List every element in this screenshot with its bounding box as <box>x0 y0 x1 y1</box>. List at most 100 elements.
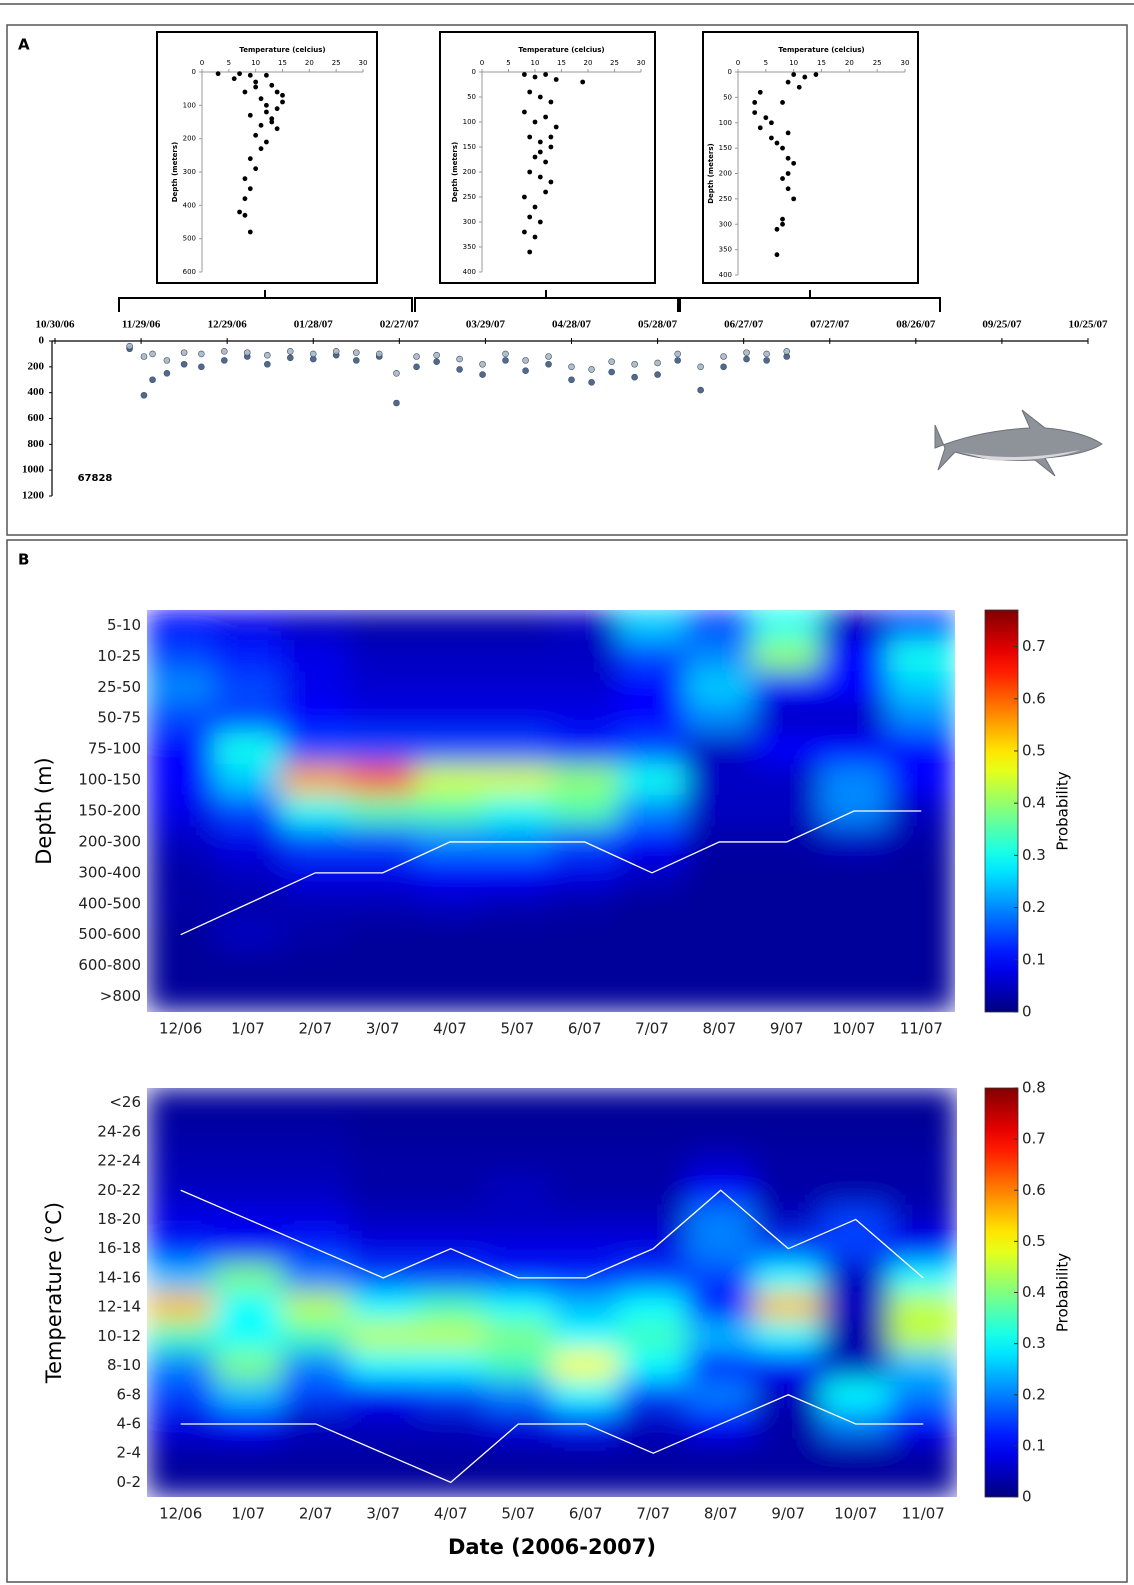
heat-cell <box>281 918 350 951</box>
y-tick-label: 600-800 <box>78 956 141 974</box>
heat-cell <box>550 764 619 797</box>
heat-cell <box>349 1116 418 1147</box>
heat-cell <box>551 1088 620 1118</box>
bracket <box>679 290 941 312</box>
heat-cell <box>550 795 619 827</box>
y-tick-label: 0 <box>39 335 45 347</box>
x-tick-label: 10 <box>251 59 260 67</box>
data-point <box>654 359 661 367</box>
heat-cell <box>819 980 889 1012</box>
heat-cell <box>281 1379 350 1410</box>
heat-cell <box>887 764 955 797</box>
data-point <box>527 249 533 255</box>
heat-cell <box>281 1088 350 1118</box>
data-point <box>180 360 188 368</box>
y-axis-title: Depth (meters) <box>451 142 459 203</box>
heat-cell <box>147 1233 215 1264</box>
data-point <box>163 369 171 377</box>
heat-cell <box>819 825 889 858</box>
heat-cell <box>551 1292 620 1323</box>
heat-cell <box>415 949 485 982</box>
heat-cell <box>617 702 687 735</box>
y-tick-label: 20-22 <box>97 1181 141 1199</box>
heat-cell <box>754 1350 823 1381</box>
heat-cell <box>819 887 889 920</box>
y-tick-label: 1200 <box>22 490 45 502</box>
heat-cell <box>147 887 215 920</box>
data-point <box>309 350 317 358</box>
data-point <box>752 110 758 115</box>
heat-cell <box>887 949 955 982</box>
heat-cell <box>619 1145 688 1177</box>
heat-cell <box>887 918 955 951</box>
heat-cell <box>147 610 215 642</box>
range-line <box>180 810 922 936</box>
heat-cell <box>686 1321 755 1352</box>
heat-cell <box>889 1350 957 1381</box>
heat-cell <box>550 949 619 982</box>
data-point <box>243 349 251 356</box>
data-point <box>537 139 543 145</box>
heat-cell <box>483 795 552 827</box>
heat-cell <box>416 1350 485 1381</box>
x-tick-label: 20 <box>305 59 314 67</box>
heat-cell <box>214 1262 283 1293</box>
data-point <box>763 115 769 121</box>
data-point <box>149 376 156 384</box>
heat-cell <box>617 671 687 704</box>
heat-cell <box>483 671 552 704</box>
heat-cell <box>416 1321 485 1352</box>
data-point <box>802 74 808 80</box>
heat-cell <box>484 1175 553 1206</box>
colorbar-tick-label: 0.3 <box>1022 846 1046 864</box>
y-tick-label: <26 <box>109 1093 141 1111</box>
heat-cell <box>821 1088 890 1118</box>
heat-cell <box>754 1467 823 1497</box>
heat-cell <box>819 949 889 982</box>
data-point <box>553 124 559 130</box>
y-tick-label: 500-600 <box>78 925 141 943</box>
heat-cell <box>889 1438 957 1469</box>
data-point <box>631 360 638 368</box>
heat-cell <box>685 856 754 889</box>
heat-cell <box>617 825 687 858</box>
heat-cell <box>819 671 889 704</box>
x-tick-label: 6/07 <box>568 1020 602 1038</box>
heat-cell <box>821 1262 890 1293</box>
data-point <box>522 109 527 115</box>
heat-cell <box>821 1292 890 1323</box>
heat-cell <box>213 795 283 827</box>
data-point <box>532 74 538 80</box>
data-point <box>413 363 420 371</box>
data-point <box>253 84 259 90</box>
data-point <box>743 349 750 356</box>
heat-cell <box>685 733 754 766</box>
heat-cell <box>147 1116 215 1147</box>
heat-cell <box>819 856 889 889</box>
heat-cell <box>889 1204 957 1235</box>
x-tick-label: 1/07 <box>231 1505 265 1523</box>
heat-cell <box>484 1321 553 1352</box>
data-point <box>242 176 248 182</box>
x-tick-label: 11/07 <box>900 1020 943 1038</box>
heat-cell <box>686 1145 755 1177</box>
data-point <box>433 358 440 365</box>
heat-cell <box>349 1321 418 1352</box>
heat-cell <box>281 1292 350 1323</box>
data-point <box>545 360 552 368</box>
heat-cell <box>348 887 417 920</box>
heat-cell <box>281 795 350 827</box>
shark-illustration <box>934 409 1103 477</box>
heatmap-cells <box>147 610 955 1012</box>
heatmap <box>147 1088 957 1497</box>
x-tick-label: 8/07 <box>702 1020 736 1038</box>
heat-cell <box>281 1175 350 1206</box>
x-tick-label: 4/07 <box>433 1020 467 1038</box>
x-tick-label: 0 <box>200 59 204 67</box>
y-tick-label: 300 <box>183 168 196 176</box>
heat-cell <box>752 640 821 673</box>
x-tick-label: 7/07 <box>635 1020 669 1038</box>
y-tick-label: 8-10 <box>107 1356 141 1374</box>
heat-cell <box>550 702 619 735</box>
data-point <box>393 369 400 377</box>
